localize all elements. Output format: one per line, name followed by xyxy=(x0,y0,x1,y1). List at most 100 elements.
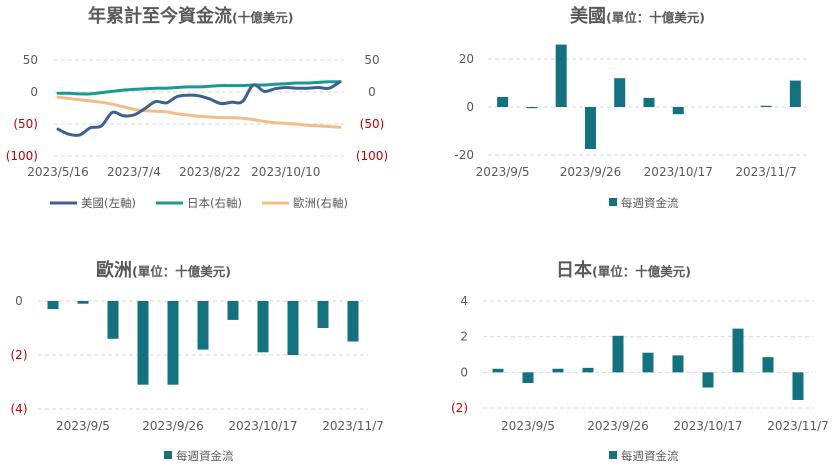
us-chart: 美國(單位：十億美元) 200-20 2023/9/5 2023/9/26 2023… xyxy=(454,5,810,210)
bar xyxy=(197,301,209,350)
us-y-axis: 20 0 -20 xyxy=(454,52,474,162)
bar xyxy=(47,301,59,310)
bar xyxy=(702,372,714,388)
bar xyxy=(760,105,772,107)
cumulative-title-unit: (十億美元) xyxy=(232,10,293,25)
bar xyxy=(642,352,654,373)
left-y-tick-label: (50) xyxy=(13,117,38,131)
right-y-tick-label: (100) xyxy=(356,149,388,163)
europe-bars xyxy=(47,301,359,385)
x-tick-label: 2023/7/4 xyxy=(107,165,161,179)
bar xyxy=(107,301,119,339)
cumulative-legend: 美國(左軸) 日本(右軸) 歐洲(右軸) xyxy=(50,196,348,210)
bar xyxy=(762,357,774,373)
y-tick-label: 4 xyxy=(460,294,468,308)
cumulative-left-axis: 50 0 (50) (100) xyxy=(6,53,38,163)
bar xyxy=(732,328,744,373)
left-y-tick-label: 50 xyxy=(23,53,38,67)
bar xyxy=(257,301,269,353)
bar xyxy=(167,301,179,385)
europe-legend-swatch xyxy=(164,451,172,459)
series-line-europe xyxy=(56,95,342,129)
y-tick-label: 2 xyxy=(460,330,468,344)
right-y-tick-label: 50 xyxy=(364,53,379,67)
japan-legend: 每週資金流 xyxy=(609,449,679,463)
bar xyxy=(552,368,564,373)
x-tick-label: 2023/11/7 xyxy=(735,165,797,179)
cumulative-title-main: 年累計至今資金流 xyxy=(88,5,232,27)
cumulative-right-axis: 50 0 (50) (100) xyxy=(356,53,388,163)
series-line-us xyxy=(56,80,342,137)
japan-title: 日本(單位：十億美元) xyxy=(556,259,691,281)
europe-gridlines xyxy=(38,300,368,410)
bar xyxy=(492,368,504,373)
y-tick-label: 0 xyxy=(466,100,474,114)
x-tick-label: 2023/9/5 xyxy=(476,165,530,179)
japan-y-axis: 4 2 0 (2) xyxy=(451,294,468,415)
x-tick-label: 2023/11/7 xyxy=(322,419,384,433)
x-tick-label: 2023/9/26 xyxy=(560,165,622,179)
x-tick-label: 2023/10/17 xyxy=(673,419,742,433)
right-y-tick-label: 0 xyxy=(368,85,376,99)
bar xyxy=(643,97,655,107)
us-bars xyxy=(497,44,801,149)
europe-legend: 每週資金流 xyxy=(164,449,234,463)
y-tick-label: (4) xyxy=(11,402,28,416)
bar xyxy=(584,107,596,149)
x-tick-label: 2023/9/5 xyxy=(501,419,555,433)
us-title-unit: (單位：十億美元) xyxy=(606,10,705,25)
bar xyxy=(582,367,594,373)
y-tick-label: 20 xyxy=(459,52,474,66)
bar xyxy=(555,44,567,107)
cumulative-x-axis: 2023/5/16 2023/7/4 2023/8/22 2023/10/10 xyxy=(27,165,320,179)
bar xyxy=(522,372,534,384)
bar xyxy=(614,78,626,107)
y-tick-label: 0 xyxy=(15,294,23,308)
bar xyxy=(612,335,624,373)
cumulative-lines xyxy=(56,80,342,137)
europe-chart: 歐洲(單位：十億美元) 0(2)(4) 2023/9/5 2023/9/26 202… xyxy=(11,259,384,463)
y-tick-label: (2) xyxy=(451,401,468,415)
bar xyxy=(672,107,684,115)
series-line-japan xyxy=(56,80,342,96)
x-tick-label: 2023/8/22 xyxy=(179,165,241,179)
us-legend-swatch xyxy=(609,198,617,206)
japan-x-axis: 2023/9/5 2023/9/26 2023/10/17 2023/11/7 xyxy=(501,419,829,433)
bar xyxy=(672,355,684,373)
japan-chart: 日本(單位：十億美元) 420(2) 2023/9/5 2023/9/26 2023… xyxy=(451,259,829,463)
y-tick-label: -20 xyxy=(454,148,474,162)
x-tick-label: 2023/9/26 xyxy=(587,419,649,433)
europe-legend-label: 每週資金流 xyxy=(176,449,234,463)
bar xyxy=(497,96,509,107)
us-x-axis: 2023/9/5 2023/9/26 2023/10/17 2023/11/7 xyxy=(476,165,797,179)
x-tick-label: 2023/11/7 xyxy=(767,419,829,433)
japan-legend-swatch xyxy=(609,451,617,459)
europe-title-unit: (單位：十億美元) xyxy=(132,264,231,279)
x-tick-label: 2023/10/17 xyxy=(644,165,713,179)
x-tick-label: 2023/10/17 xyxy=(228,419,297,433)
bar xyxy=(77,301,89,304)
europe-x-axis: 2023/9/5 2023/9/26 2023/10/17 2023/11/7 xyxy=(56,419,384,433)
y-tick-label: 0 xyxy=(460,365,468,379)
right-y-tick-label: (50) xyxy=(360,117,385,131)
cumulative-chart: 年累計至今資金流(十億美元) 50 0 (50) (100) 50 0 (50) (100)… xyxy=(6,5,388,210)
left-y-tick-label: (100) xyxy=(6,149,38,163)
us-legend: 每週資金流 xyxy=(609,196,679,210)
x-tick-label: 2023/9/26 xyxy=(142,419,204,433)
europe-y-axis: 0 (2) (4) xyxy=(11,294,28,416)
bar xyxy=(137,301,149,385)
europe-title: 歐洲(單位：十億美元) xyxy=(96,259,231,281)
bar xyxy=(287,301,299,355)
x-tick-label: 2023/10/10 xyxy=(251,165,320,179)
cumulative-gridlines xyxy=(54,59,344,157)
bar xyxy=(789,80,801,107)
bar xyxy=(227,301,239,320)
us-title-main: 美國 xyxy=(570,5,606,27)
bar xyxy=(317,301,329,328)
x-tick-label: 2023/5/16 xyxy=(27,165,89,179)
bar xyxy=(526,107,538,109)
cumulative-title: 年累計至今資金流(十億美元) xyxy=(88,5,293,27)
legend-label-us: 美國(左軸) xyxy=(81,196,136,210)
europe-title-main: 歐洲 xyxy=(96,259,132,281)
